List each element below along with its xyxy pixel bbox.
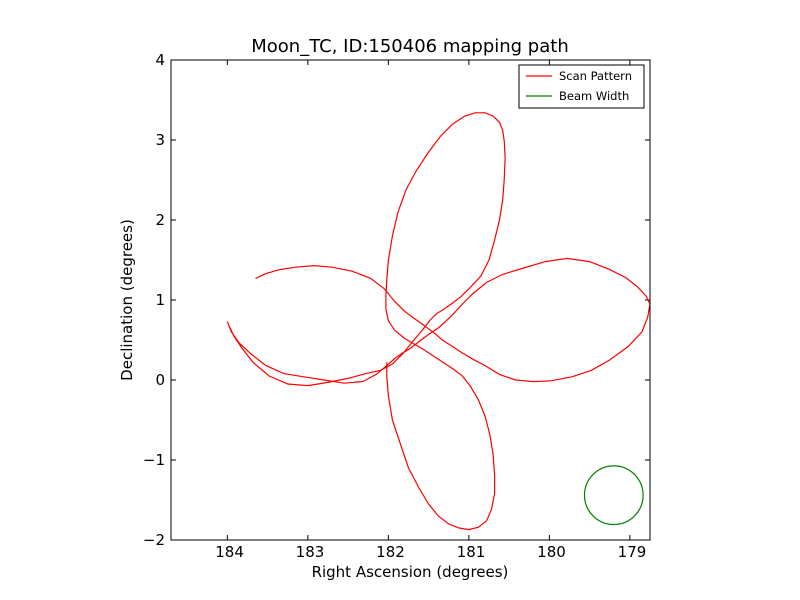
y-tick-label: 0 bbox=[155, 371, 165, 389]
y-tick-label: −2 bbox=[143, 531, 165, 549]
x-tick-label: 181 bbox=[457, 543, 486, 561]
x-tick-label: 183 bbox=[296, 543, 325, 561]
x-axis-label: Right Ascension (degrees) bbox=[312, 563, 509, 581]
plot-frame bbox=[170, 59, 651, 541]
legend: Scan Pattern Beam Width bbox=[518, 64, 645, 109]
chart-title: Moon_TC, ID:150406 mapping path bbox=[251, 36, 568, 57]
y-tick-labels: −2 −1 0 1 2 3 4 bbox=[143, 51, 165, 549]
legend-label-scan-pattern: Scan Pattern bbox=[559, 69, 632, 83]
beam-width-circle bbox=[583, 465, 644, 526]
scan-pattern-line bbox=[226, 112, 650, 531]
x-tick-labels: 184 183 182 181 180 179 bbox=[215, 543, 646, 561]
legend-box bbox=[518, 64, 645, 109]
plot-area bbox=[170, 59, 651, 541]
y-tick-label: −1 bbox=[143, 451, 165, 469]
x-tick-label: 182 bbox=[376, 543, 405, 561]
x-tick-label: 179 bbox=[618, 543, 647, 561]
legend-label-beam-width: Beam Width bbox=[559, 89, 629, 103]
tick-marks bbox=[171, 59, 650, 541]
y-axis-label: Declination (degrees) bbox=[118, 219, 136, 381]
y-tick-label: 3 bbox=[155, 131, 165, 149]
y-tick-label: 4 bbox=[155, 51, 165, 69]
x-tick-label: 184 bbox=[215, 543, 244, 561]
y-tick-label: 1 bbox=[155, 291, 165, 309]
x-tick-label: 180 bbox=[537, 543, 566, 561]
y-tick-label: 2 bbox=[155, 211, 165, 229]
